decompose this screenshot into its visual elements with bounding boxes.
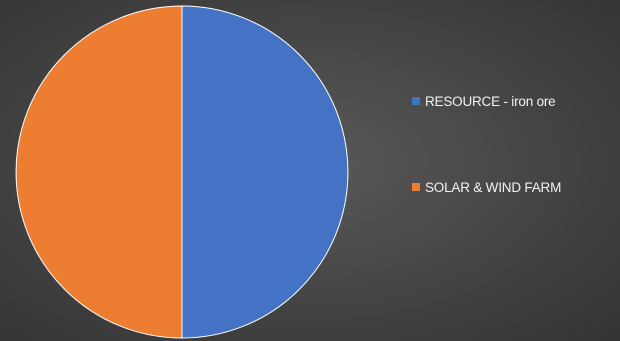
legend-label-resource-iron-ore: RESOURCE - iron ore: [425, 93, 556, 109]
legend-swatch-solar-wind-farm: [412, 183, 420, 191]
legend-swatch-resource-iron-ore: [412, 97, 420, 105]
pie-slice-solar-wind-farm: [15, 5, 183, 339]
legend: RESOURCE - iron ore SOLAR & WIND FARM: [412, 93, 561, 265]
legend-item-solar-wind-farm: SOLAR & WIND FARM: [412, 179, 561, 195]
legend-label-solar-wind-farm: SOLAR & WIND FARM: [425, 179, 562, 195]
pie-slice-resource-iron-ore: [181, 5, 349, 339]
legend-item-resource-iron-ore: RESOURCE - iron ore: [412, 93, 561, 109]
